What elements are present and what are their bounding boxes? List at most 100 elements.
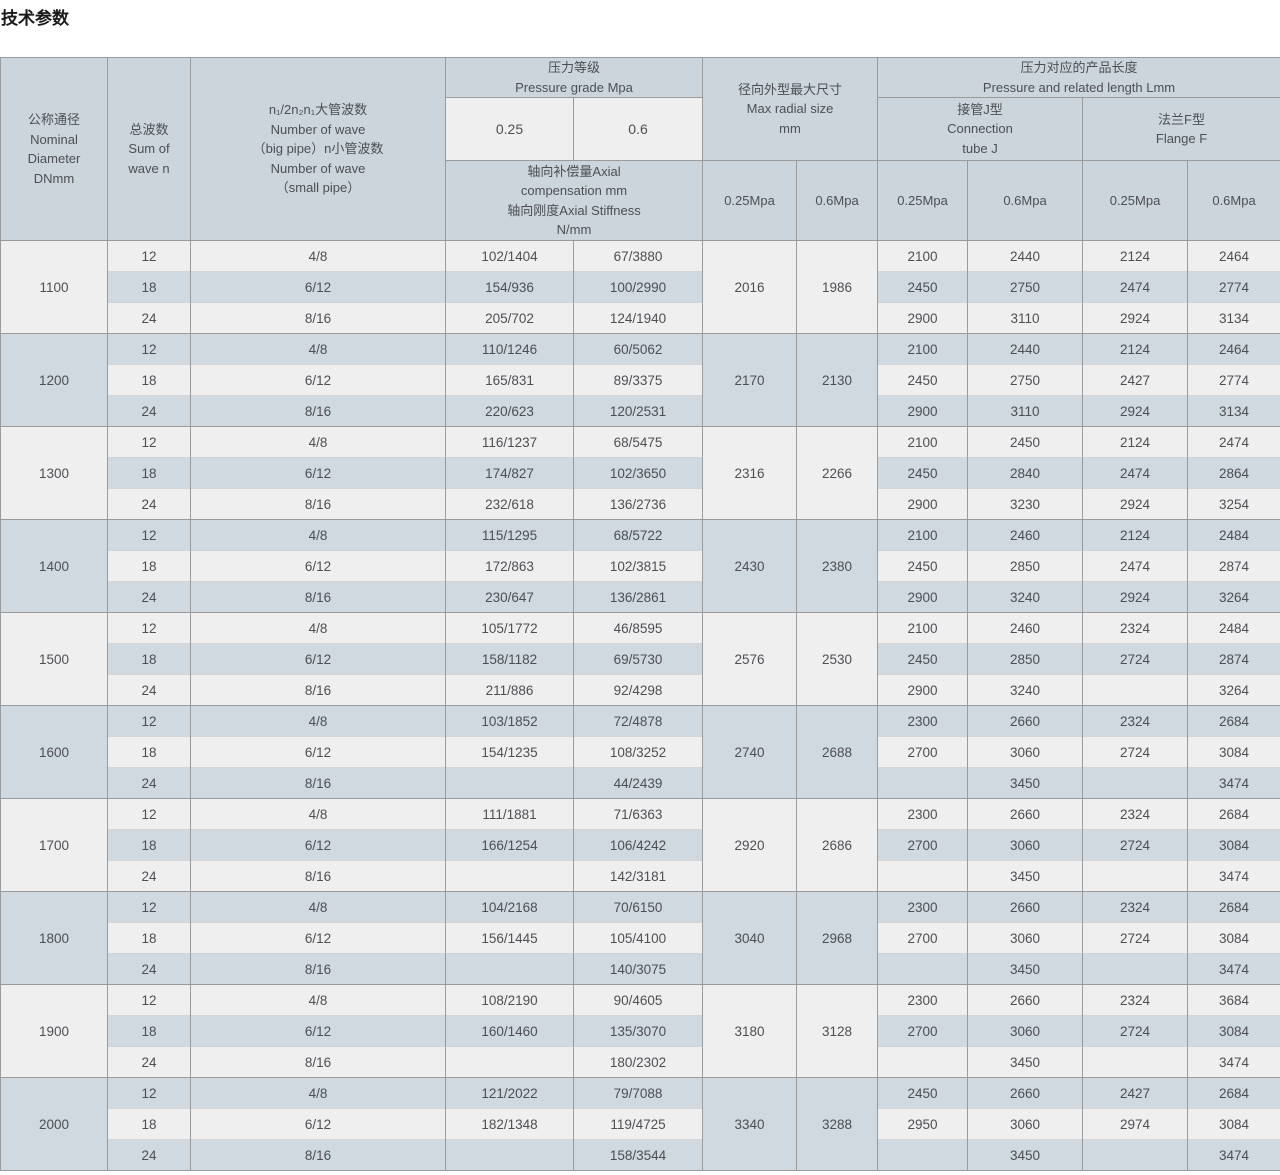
length-f-025-cell: 2724 [1082,829,1189,861]
sum-of-wave-cell: 18 [107,550,191,582]
axial-comp-025-cell: 174/827 [445,457,574,489]
radial-06-cell: 1986 [796,240,879,334]
axial-comp-025-cell: 154/1235 [445,736,574,768]
length-f-06-cell: 2484 [1187,519,1280,551]
table-row: 24 8/16 205/702 124/1940 2900 3110 2924 3134 [1,302,1280,334]
sum-of-wave-cell: 12 [107,426,191,458]
length-f-06-cell: 3264 [1187,581,1280,613]
sum-of-wave-cell: 18 [107,364,191,396]
axial-comp-025-cell: 105/1772 [445,612,574,644]
pipe-wave-cell: 8/16 [190,860,446,892]
table-row: 1500 12 4/8 105/1772 46/8595 2576 2530 2100 2460… [0,612,1280,706]
length-f-025-cell: 2324 [1082,612,1189,644]
table-row: 24 8/16 180/2302 3450 3474 [1,1046,1280,1078]
sum-of-wave-cell: 24 [107,674,191,706]
pipe-wave-cell: 6/12 [190,550,446,582]
radial-06-cell: 2688 [796,705,879,799]
table-header: 公称通径 Nominal Diameter DNmm 总波数 Sum of wa… [0,57,1280,241]
table-row: 1300 12 4/8 116/1237 68/5475 2316 2266 2100 2450… [0,426,1280,520]
axial-comp-025-cell: 111/1881 [445,798,574,830]
table-row: 1800 12 4/8 104/2168 70/6150 3040 2968 2300 2660… [0,891,1280,985]
length-f-06-cell: 2864 [1187,457,1280,489]
radial-06-cell: 2686 [796,798,879,892]
length-f-06-cell: 3474 [1187,860,1280,892]
length-f-06-cell: 3134 [1187,395,1280,427]
length-j-025-cell [877,1139,969,1171]
length-f-025-cell [1082,767,1189,799]
sum-of-wave-cell: 24 [107,767,191,799]
axial-comp-025-cell [445,1139,574,1171]
dn-cell: 1700 [0,798,108,892]
length-j-06-cell: 3450 [967,767,1084,799]
dn-cell: 1600 [0,705,108,799]
pipe-wave-cell: 4/8 [190,426,446,458]
length-f-025-cell: 2124 [1082,333,1189,365]
dn-cell: 1400 [0,519,108,613]
axial-comp-06-cell: 108/3252 [573,736,703,768]
table-row: 18 6/12 172/863 102/3815 2450 2850 2474 2874 [1,550,1280,582]
length-f-06-cell: 3084 [1187,1108,1280,1140]
header-j-06mpa: 0.6Mpa [967,160,1084,241]
radial-025-cell: 2170 [702,333,797,427]
length-f-025-cell [1082,953,1189,985]
axial-comp-025-cell: 220/623 [445,395,574,427]
sum-of-wave-cell: 18 [107,1015,191,1047]
length-j-06-cell: 3110 [967,395,1084,427]
length-f-025-cell [1082,1139,1189,1171]
axial-comp-06-cell: 158/3544 [573,1139,703,1171]
length-f-025-cell: 2724 [1082,922,1189,954]
sum-of-wave-cell: 12 [107,891,191,923]
length-f-06-cell: 2484 [1187,612,1280,644]
axial-comp-06-cell: 46/8595 [573,612,703,644]
pipe-wave-cell: 8/16 [190,302,446,334]
table-row: 2000 12 4/8 121/2022 79/7088 3340 3288 2450 2660… [0,1077,1280,1171]
pipe-wave-cell: 8/16 [190,1139,446,1171]
radial-06-cell: 2968 [796,891,879,985]
table-row: 24 8/16 142/3181 3450 3474 [1,860,1280,892]
axial-comp-025-cell: 166/1254 [445,829,574,861]
axial-comp-025-cell: 182/1348 [445,1108,574,1140]
axial-comp-06-cell: 124/1940 [573,302,703,334]
length-j-025-cell [877,860,969,892]
length-f-025-cell: 2324 [1082,798,1189,830]
table-row: 18 6/12 160/1460 135/3070 2700 3060 2724 3084 [1,1015,1280,1047]
axial-comp-06-cell: 68/5722 [573,519,703,551]
axial-comp-06-cell: 90/4605 [573,984,703,1016]
length-j-025-cell: 2450 [877,364,969,396]
radial-025-cell: 2316 [702,426,797,520]
header-pressure-025: 0.25 [445,97,574,161]
length-j-06-cell: 2460 [967,612,1084,644]
length-f-025-cell: 2924 [1082,581,1189,613]
length-f-025-cell: 2474 [1082,457,1189,489]
length-j-025-cell: 2450 [877,550,969,582]
table-row: 1600 12 4/8 103/1852 72/4878 2740 2688 2300 2660… [0,705,1280,799]
sum-of-wave-cell: 12 [107,1077,191,1109]
radial-06-cell: 2380 [796,519,879,613]
radial-025-cell: 2740 [702,705,797,799]
axial-comp-06-cell: 180/2302 [573,1046,703,1078]
table-row: 1900 12 4/8 108/2190 90/4605 3180 3128 2300 2660… [0,984,1280,1078]
axial-comp-025-cell [445,767,574,799]
axial-comp-025-cell: 154/936 [445,271,574,303]
length-j-06-cell: 2660 [967,798,1084,830]
length-j-06-cell: 2840 [967,457,1084,489]
axial-comp-06-cell: 79/7088 [573,1077,703,1109]
length-f-06-cell: 3254 [1187,488,1280,520]
axial-comp-025-cell [445,860,574,892]
pipe-wave-cell: 4/8 [190,891,446,923]
header-wave-numbers: n₁/2n₂n₁大管波数 Number of wave （big pipe）n小… [190,57,446,241]
header-pressure-06: 0.6 [573,97,703,161]
radial-025-cell: 2576 [702,612,797,706]
sum-of-wave-cell: 24 [107,488,191,520]
header-connection-tube-j: 接管J型 Connection tube J [877,97,1084,161]
axial-comp-025-cell: 160/1460 [445,1015,574,1047]
sum-of-wave-cell: 18 [107,829,191,861]
length-j-025-cell [877,1046,969,1078]
header-pressure-grade: 压力等级 Pressure grade Mpa [445,57,703,98]
pipe-wave-cell: 4/8 [190,333,446,365]
sum-of-wave-cell: 18 [107,271,191,303]
pipe-wave-cell: 4/8 [190,240,446,272]
length-f-06-cell: 3084 [1187,922,1280,954]
length-j-06-cell: 3060 [967,829,1084,861]
length-j-025-cell: 2450 [877,457,969,489]
